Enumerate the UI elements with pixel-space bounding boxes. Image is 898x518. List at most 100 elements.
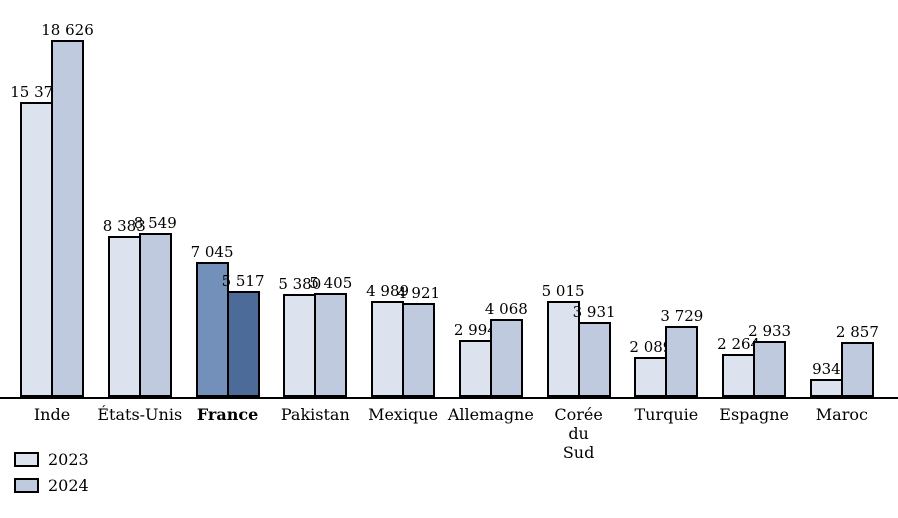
bar-group-etats-unis: 8 383 8 549 [103,214,177,397]
bar-group-espagne: 2 264 2 933 [717,322,791,397]
axis-label-turquie: Turquie [634,405,698,462]
bar-value-label: 4 068 [484,300,528,318]
axis-label-etats-unis: États-Unis [97,405,182,462]
axis-label-text: Pakistan [280,405,350,424]
bar-col-mexique-2024: 4 921 [397,284,440,397]
bar-group-pakistan: 5 380 5 405 [278,274,352,397]
bar-group-maroc: 934 2 857 [809,323,879,397]
bar-groups: 15 373 18 626 8 383 8 549 7 045 5 517 5 380 5 4… [0,21,898,397]
bar-col-turquie-2024: 3 729 [660,307,703,397]
bar-value-label: 15 373 [10,83,63,101]
bar-value-label: 2 994 [453,321,497,339]
bar-col-pakistan-2023: 5 380 [278,275,321,397]
axis-label-france: France [196,405,260,462]
bar-col-inde-2023: 15 373 [10,83,63,397]
axis-labels: Inde États-Unis France Pakistan Mexique Allem… [0,399,898,462]
axis-label-text: Espagne [719,405,789,424]
legend-item-2023: 2023 [14,450,89,469]
legend-swatch-2023 [14,452,39,467]
bar-col-pakistan-2024: 5 405 [309,274,352,397]
bar-col-allemagne-2024: 4 068 [485,300,528,397]
axis-label-espagne: Espagne [719,405,789,462]
bar-value-label: 2 857 [835,323,879,341]
axis-label-text: France [196,405,259,424]
bar-value-label: 4 989 [366,282,410,300]
bar-group-inde: 15 373 18 626 [10,21,94,397]
bar-inde-2023 [20,102,53,397]
bar-col-coree-du-sud-2023: 5 015 [542,282,585,397]
bar-value-label: 8 383 [102,217,146,235]
bar-value-label: 2 089 [629,338,673,356]
bar-col-inde-2024: 18 626 [41,21,94,397]
bar-mexique-2024 [402,303,436,397]
chart-area: 15 373 18 626 8 383 8 549 7 045 5 517 5 380 5 4… [0,21,898,399]
bar-col-allemagne-2023: 2 994 [454,321,497,397]
bar-value-label: 18 626 [41,21,94,39]
axis-label-text: Turquie [634,405,699,424]
bar-maroc-2023 [809,379,843,397]
bar-value-label: 5 405 [309,274,353,292]
bar-turquie-2023 [634,357,668,397]
bar-espagne-2023 [722,354,756,397]
legend-swatch-2024 [14,478,39,493]
bar-col-turquie-2023: 2 089 [629,338,672,397]
bar-group-turquie: 2 089 3 729 [629,307,703,397]
axis-label-coree-du-sud: Corée du Sud [547,405,611,462]
bar-group-allemagne: 2 994 4 068 [454,300,528,397]
bar-value-label: 5 380 [278,275,322,293]
bar-col-coree-du-sud-2024: 3 931 [573,303,616,397]
bar-col-etats-unis-2023: 8 383 [103,217,146,397]
axis-label-text: Maroc [815,405,868,424]
bar-col-maroc-2023: 934 [809,360,843,397]
bar-maroc-2024 [840,342,874,397]
axis-label-mexique: Mexique [368,405,439,462]
bar-value-label: 934 [812,360,841,378]
bar-col-mexique-2023: 4 989 [366,282,409,397]
bar-group-mexique: 4 989 4 921 [366,282,440,397]
bar-coree-du-sud-2024 [577,322,611,397]
bar-france-2024 [226,291,260,397]
bar-value-label: 2 933 [748,322,792,340]
bar-value-label: 7 045 [190,243,234,261]
bar-mexique-2023 [371,301,405,397]
bar-col-france-2024: 5 517 [222,272,265,397]
bar-value-label: 5 517 [221,272,265,290]
bar-col-espagne-2023: 2 264 [717,335,760,397]
axis-label-inde: Inde [20,405,84,462]
bar-col-espagne-2024: 2 933 [748,322,791,397]
legend-label-2024: 2024 [48,476,89,495]
bar-etats-unis-2024 [138,233,172,397]
bar-inde-2024 [51,40,84,397]
bar-pakistan-2023 [283,294,317,397]
bar-value-label: 2 264 [717,335,761,353]
bar-france-2023 [195,262,229,397]
bar-col-france-2023: 7 045 [191,243,234,397]
bar-group-france: 7 045 5 517 [191,243,265,397]
bar-group-coree-du-sud: 5 015 3 931 [542,282,616,397]
bar-pakistan-2024 [314,293,348,397]
axis-label-text: Inde [33,405,71,424]
bar-allemagne-2023 [458,340,492,397]
axis-label-pakistan: Pakistan [280,405,350,462]
legend: 2023 2024 [14,450,89,495]
bar-value-label: 3 931 [572,303,616,321]
bar-col-maroc-2024: 2 857 [836,323,879,397]
bar-value-label: 8 549 [133,214,177,232]
bar-value-label: 4 921 [397,284,441,302]
axis-label-text: Corée du Sud [554,405,603,462]
axis-label-allemagne: Allemagne [448,405,534,462]
bar-espagne-2024 [753,341,787,397]
bar-value-label: 5 015 [541,282,585,300]
bar-col-etats-unis-2024: 8 549 [134,214,177,397]
legend-label-2023: 2023 [48,450,89,469]
bar-turquie-2024 [665,326,699,397]
axis-label-maroc: Maroc [810,405,874,462]
bar-value-label: 3 729 [660,307,704,325]
legend-item-2024: 2024 [14,476,89,495]
bar-allemagne-2024 [489,319,523,397]
bar-etats-unis-2023 [107,236,141,397]
axis-label-text: États-Unis [97,405,183,424]
axis-label-text: Allemagne [447,405,534,424]
axis-label-text: Mexique [368,405,439,424]
